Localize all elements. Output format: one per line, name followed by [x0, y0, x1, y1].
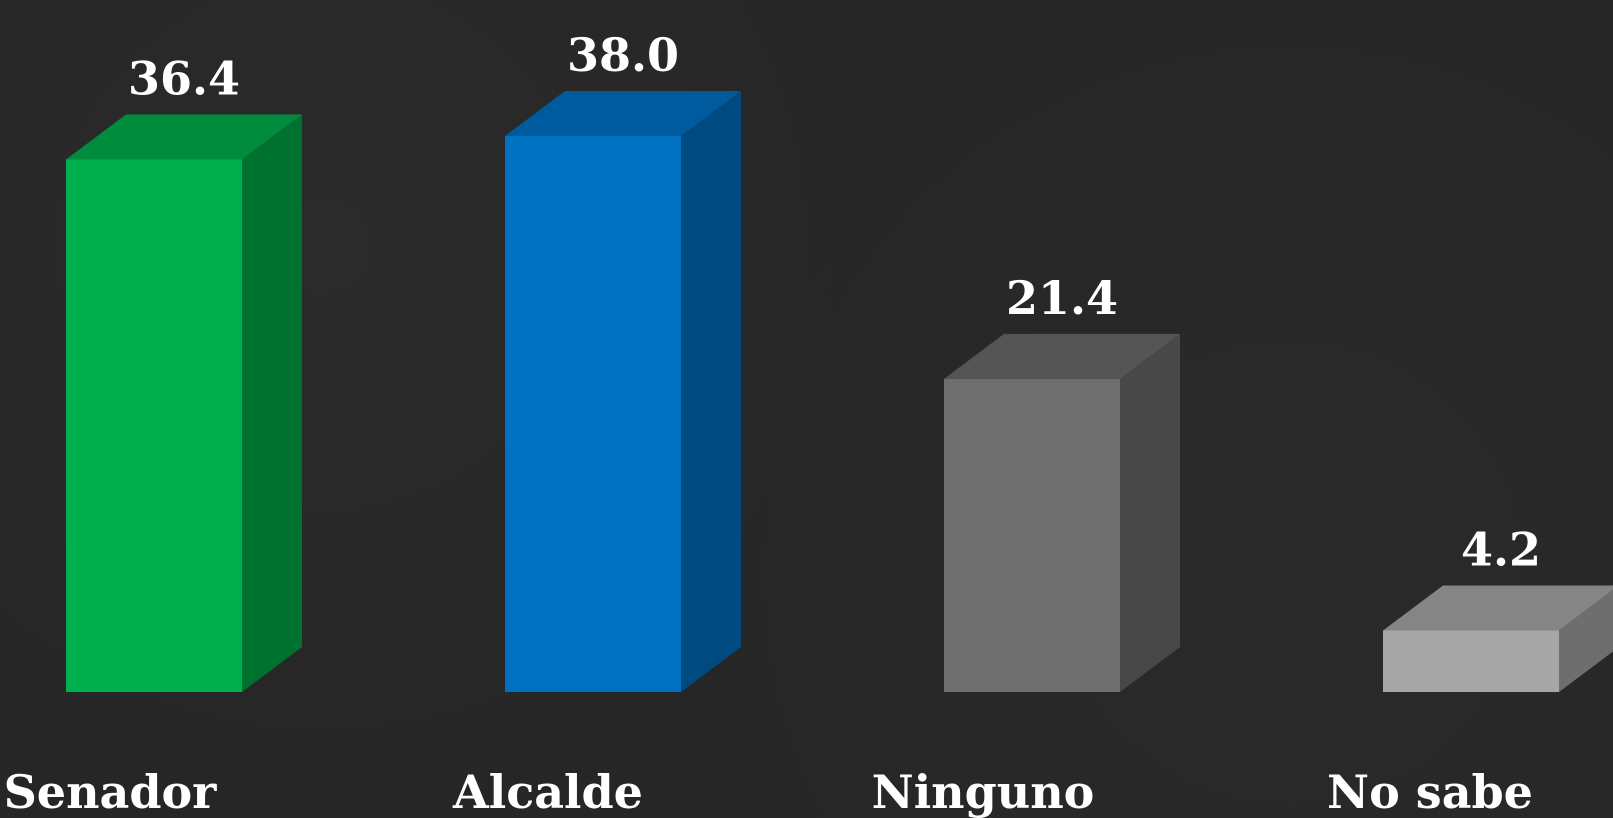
- data-label: 4.2: [1461, 523, 1541, 577]
- bar-side-face: [1559, 590, 1613, 692]
- category-labels-group: Senador Alcalde Ninguno No sabe: [4, 765, 1533, 818]
- data-label: 21.4: [1006, 271, 1118, 325]
- category-label: Senador: [4, 765, 218, 818]
- data-label: 38.0: [567, 28, 679, 82]
- bar-side-face: [681, 91, 741, 692]
- bar-side-face: [242, 114, 302, 692]
- category-label: No sabe: [1327, 765, 1533, 818]
- bar-front-face: [1383, 630, 1559, 692]
- bar-front-face: [505, 136, 681, 692]
- bar-alcalde: [505, 91, 741, 692]
- bar-no-sabe: [1383, 585, 1613, 692]
- bar-senador: [66, 114, 302, 692]
- category-label: Alcalde: [452, 765, 643, 818]
- data-label: 36.4: [128, 51, 240, 105]
- bars-group: [66, 91, 1613, 692]
- bar-top-face: [1383, 585, 1613, 631]
- bar-ninguno: [944, 333, 1180, 692]
- bar-side-face: [1120, 333, 1180, 692]
- bar-front-face: [66, 159, 242, 692]
- bar-front-face: [944, 378, 1120, 692]
- bar-top-face: [944, 333, 1180, 379]
- bar-top-face: [66, 114, 302, 160]
- category-label: Ninguno: [872, 765, 1095, 818]
- bar-top-face: [505, 91, 741, 137]
- value-labels-group: 36.4 38.0 21.4 4.2: [128, 28, 1541, 576]
